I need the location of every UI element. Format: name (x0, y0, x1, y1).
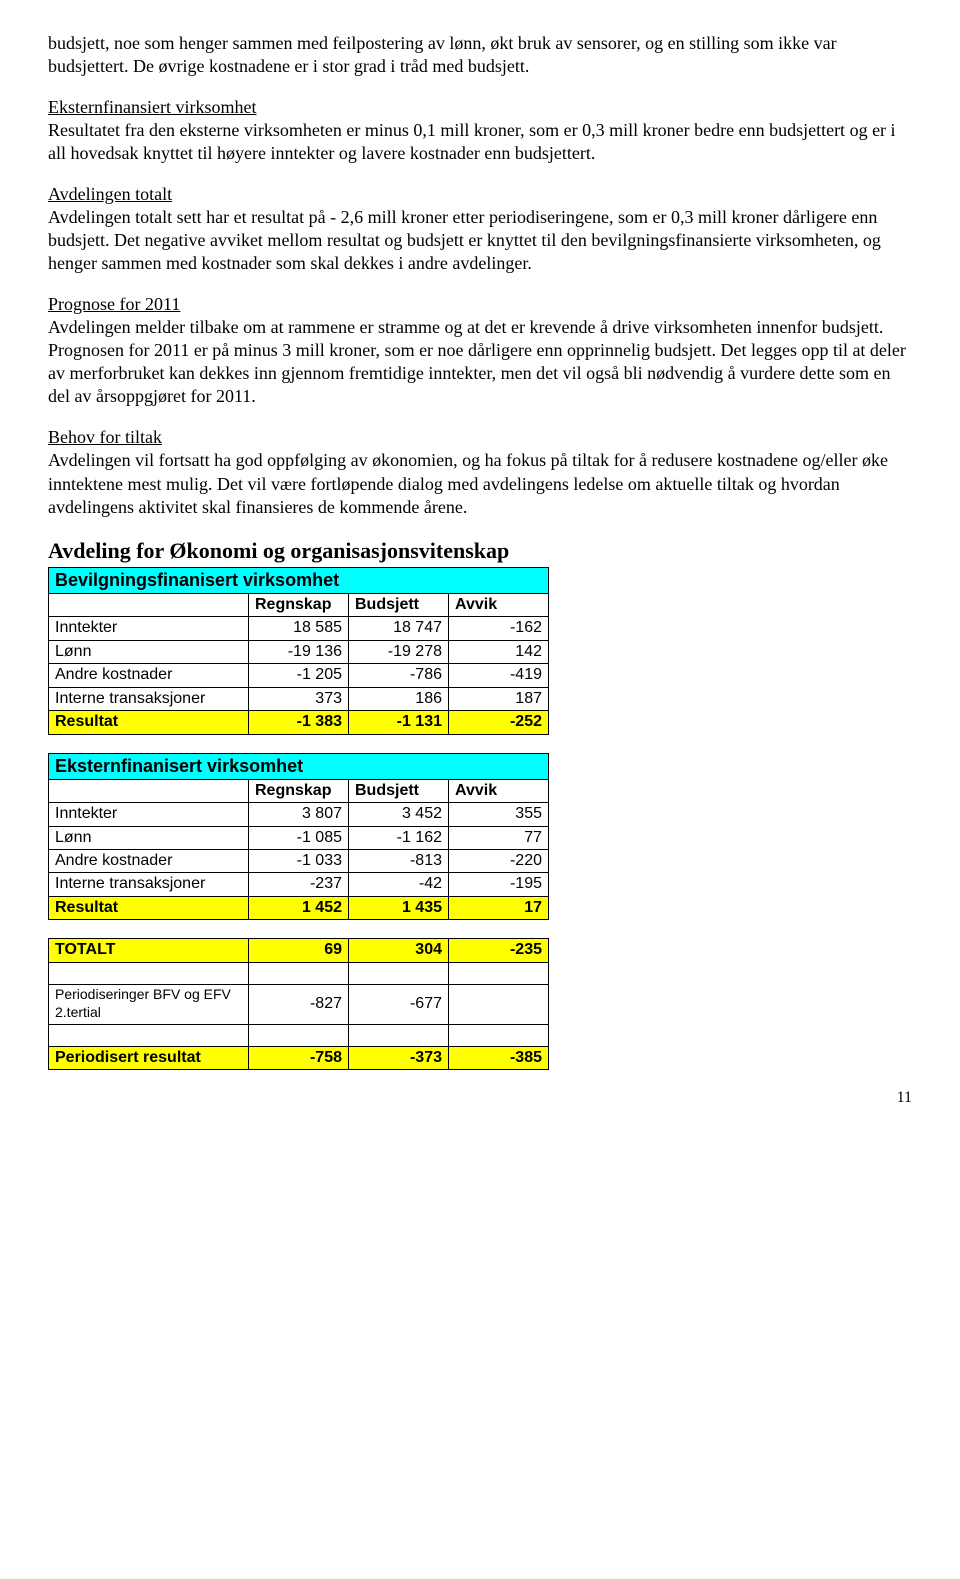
cell-value: -19 278 (349, 640, 449, 663)
avdeling-paragraph: Avdelingen totalt Avdelingen totalt sett… (48, 183, 912, 275)
cell-value: 18 747 (349, 617, 449, 640)
avdeling-heading: Avdelingen totalt (48, 184, 172, 204)
table-row: Lønn -19 136 -19 278 142 (49, 640, 549, 663)
blank-row (49, 962, 549, 984)
ekstern-heading: Eksternfinansiert virksomhet (48, 97, 256, 117)
col-avvik: Avvik (449, 779, 549, 802)
blank-row (49, 1024, 549, 1046)
cell-value: -786 (349, 664, 449, 687)
periodisert-label: Periodisert resultat (49, 1046, 249, 1069)
result-label: Resultat (49, 711, 249, 734)
result-value: -1 131 (349, 711, 449, 734)
result-value: 17 (449, 896, 549, 919)
table-row: Lønn -1 085 -1 162 77 (49, 826, 549, 849)
result-label: Resultat (49, 896, 249, 919)
cell-value: -1 162 (349, 826, 449, 849)
table-row: Andre kostnader -1 205 -786 -419 (49, 664, 549, 687)
cell-value: -220 (449, 850, 549, 873)
cell-value: 18 585 (249, 617, 349, 640)
periodiseringer-row: Periodiseringer BFV og EFV 2.tertial -82… (49, 984, 549, 1024)
table-row: Andre kostnader -1 033 -813 -220 (49, 850, 549, 873)
periodisert-value: -373 (349, 1046, 449, 1069)
cell-value: -162 (449, 617, 549, 640)
cell-value: 77 (449, 826, 549, 849)
col-budsjett: Budsjett (349, 593, 449, 616)
table-ekstern: Eksternfinanisert virksomhet Regnskap Bu… (48, 753, 549, 921)
totalt-value: 304 (349, 939, 449, 962)
section-title: Avdeling for Økonomi og organisasjonsvit… (48, 537, 912, 565)
col-regnskap: Regnskap (249, 779, 349, 802)
cell-value: 373 (249, 687, 349, 710)
cell-value: -42 (349, 873, 449, 896)
intro-paragraph: budsjett, noe som henger sammen med feil… (48, 32, 912, 78)
table-row: Inntekter 3 807 3 452 355 (49, 803, 549, 826)
periodiseringer-value: -677 (349, 984, 449, 1024)
cell-value: -237 (249, 873, 349, 896)
col-blank (49, 779, 249, 802)
cell-value: 3 452 (349, 803, 449, 826)
totalt-label: TOTALT (49, 939, 249, 962)
table-bevilgning: Bevilgningsfinanisert virksomhet Regnska… (48, 567, 549, 735)
behov-heading: Behov for tiltak (48, 427, 162, 447)
periodiseringer-value: -827 (249, 984, 349, 1024)
prognose-text: Avdelingen melder tilbake om at rammene … (48, 317, 906, 406)
cell-label: Andre kostnader (49, 850, 249, 873)
cell-value: -1 085 (249, 826, 349, 849)
periodiseringer-blank (449, 984, 549, 1024)
prognose-paragraph: Prognose for 2011 Avdelingen melder tilb… (48, 293, 912, 408)
periodisert-resultat-row: Periodisert resultat -758 -373 -385 (49, 1046, 549, 1069)
behov-paragraph: Behov for tiltak Avdelingen vil fortsatt… (48, 426, 912, 518)
totalt-row: TOTALT 69 304 -235 (49, 939, 549, 962)
col-blank (49, 593, 249, 616)
cell-value: -419 (449, 664, 549, 687)
cell-label: Interne transaksjoner (49, 687, 249, 710)
cell-value: 187 (449, 687, 549, 710)
periodisert-value: -758 (249, 1046, 349, 1069)
cell-label: Inntekter (49, 803, 249, 826)
prognose-heading: Prognose for 2011 (48, 294, 180, 314)
col-regnskap: Regnskap (249, 593, 349, 616)
cell-label: Inntekter (49, 617, 249, 640)
table2-title: Eksternfinanisert virksomhet (49, 753, 549, 779)
cell-label: Andre kostnader (49, 664, 249, 687)
totalt-value: -235 (449, 939, 549, 962)
cell-value: -1 033 (249, 850, 349, 873)
result-value: -252 (449, 711, 549, 734)
table-row: Interne transaksjoner -237 -42 -195 (49, 873, 549, 896)
ekstern-paragraph: Eksternfinansiert virksomhet Resultatet … (48, 96, 912, 165)
cell-label: Lønn (49, 826, 249, 849)
col-avvik: Avvik (449, 593, 549, 616)
cell-value: 355 (449, 803, 549, 826)
cell-value: 186 (349, 687, 449, 710)
totalt-value: 69 (249, 939, 349, 962)
cell-value: -1 205 (249, 664, 349, 687)
table-result: Resultat -1 383 -1 131 -252 (49, 711, 549, 734)
cell-value: -19 136 (249, 640, 349, 663)
cell-label: Lønn (49, 640, 249, 663)
table1-title: Bevilgningsfinanisert virksomhet (49, 567, 549, 593)
cell-value: 142 (449, 640, 549, 663)
table-result: Resultat 1 452 1 435 17 (49, 896, 549, 919)
table-row: Inntekter 18 585 18 747 -162 (49, 617, 549, 640)
page-number: 11 (48, 1088, 912, 1108)
result-value: -1 383 (249, 711, 349, 734)
avdeling-text: Avdelingen totalt sett har et resultat p… (48, 207, 881, 273)
col-budsjett: Budsjett (349, 779, 449, 802)
table-totalt: TOTALT 69 304 -235 Periodiseringer BFV o… (48, 938, 549, 1070)
result-value: 1 435 (349, 896, 449, 919)
cell-label: Interne transaksjoner (49, 873, 249, 896)
periodisert-value: -385 (449, 1046, 549, 1069)
table-row: Interne transaksjoner 373 186 187 (49, 687, 549, 710)
behov-text: Avdelingen vil fortsatt ha god oppfølgin… (48, 450, 888, 516)
cell-value: -195 (449, 873, 549, 896)
periodiseringer-label: Periodiseringer BFV og EFV 2.tertial (49, 984, 249, 1024)
cell-value: -813 (349, 850, 449, 873)
cell-value: 3 807 (249, 803, 349, 826)
result-value: 1 452 (249, 896, 349, 919)
ekstern-text: Resultatet fra den eksterne virksomheten… (48, 120, 896, 163)
